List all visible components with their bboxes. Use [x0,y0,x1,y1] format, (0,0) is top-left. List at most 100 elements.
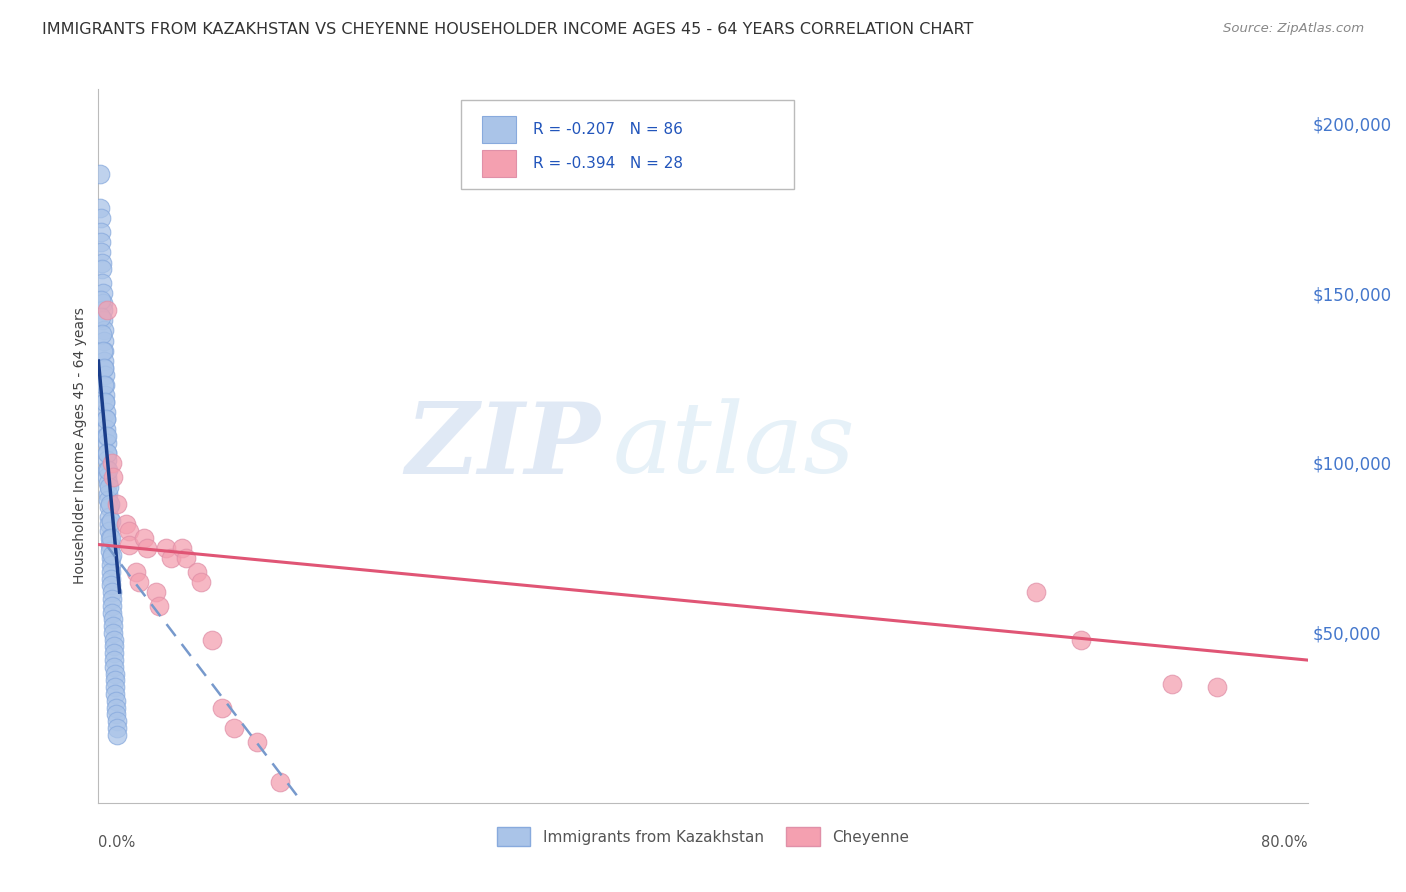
Text: 0.0%: 0.0% [98,835,135,850]
Point [132,531,155,545]
Point [186,565,208,579]
Point [89,167,111,181]
Y-axis label: Householder Income Ages 45 - 64 years: Householder Income Ages 45 - 64 years [73,308,87,584]
Text: R = -0.394   N = 28: R = -0.394 N = 28 [533,156,682,171]
Text: 80.0%: 80.0% [1261,835,1308,850]
Point [1206,680,1229,694]
Point [96,446,118,460]
Point [100,551,122,566]
Point [91,286,114,301]
Point [98,537,121,551]
Point [101,619,124,633]
Point [96,452,118,467]
Point [1024,585,1046,599]
Point [101,456,124,470]
Point [118,537,141,551]
Point [93,343,115,358]
Point [103,646,125,660]
Point [96,429,118,443]
Point [94,394,117,409]
Point [104,700,127,714]
Text: atlas: atlas [613,399,855,493]
Point [105,707,128,722]
Point [104,673,127,688]
Point [100,531,122,545]
Point [224,721,246,735]
Point [98,510,121,524]
Point [97,500,120,515]
Point [104,680,127,694]
Point [97,493,120,508]
Point [101,606,124,620]
Point [94,394,117,409]
Point [93,334,115,348]
Point [135,541,157,555]
Point [104,687,127,701]
Point [125,565,148,579]
Point [148,599,170,613]
Point [98,544,121,558]
Point [98,497,121,511]
Point [100,565,122,579]
FancyBboxPatch shape [482,150,516,177]
Point [90,245,112,260]
Point [100,558,122,572]
Point [91,303,114,318]
Point [104,666,127,681]
Point [100,514,122,528]
Point [96,463,118,477]
Point [97,476,120,491]
Point [269,775,291,789]
Point [90,235,112,249]
Point [118,524,141,538]
Point [94,377,117,392]
Point [101,599,124,613]
Point [96,469,118,483]
Point [103,632,125,647]
Point [98,524,121,538]
Point [103,640,125,654]
Point [93,360,115,375]
Point [90,255,112,269]
Point [98,480,121,494]
Text: ZIP: ZIP [405,398,600,494]
Point [96,446,118,460]
Point [98,531,121,545]
Point [91,313,114,327]
Point [105,714,128,729]
Point [201,632,224,647]
Point [93,354,115,368]
Point [90,293,112,307]
Point [104,694,127,708]
Point [128,574,150,589]
Point [105,721,128,735]
Point [96,435,118,450]
Point [114,517,136,532]
Point [91,296,114,310]
Point [101,548,124,562]
Point [90,211,112,226]
Point [91,326,114,341]
Point [91,276,114,290]
Point [94,412,117,426]
Point [101,612,124,626]
Point [145,585,167,599]
Point [103,626,125,640]
Point [91,262,114,277]
Point [94,388,117,402]
Point [105,728,128,742]
Point [97,463,120,477]
Point [100,572,122,586]
Point [93,377,115,392]
Point [1070,632,1092,647]
Point [90,225,112,239]
FancyBboxPatch shape [482,116,516,144]
Point [94,405,117,419]
Point [103,660,125,674]
Point [96,303,118,318]
Point [101,591,124,606]
Point [246,734,269,748]
Point [93,323,115,337]
Point [94,422,117,436]
Point [94,368,117,382]
